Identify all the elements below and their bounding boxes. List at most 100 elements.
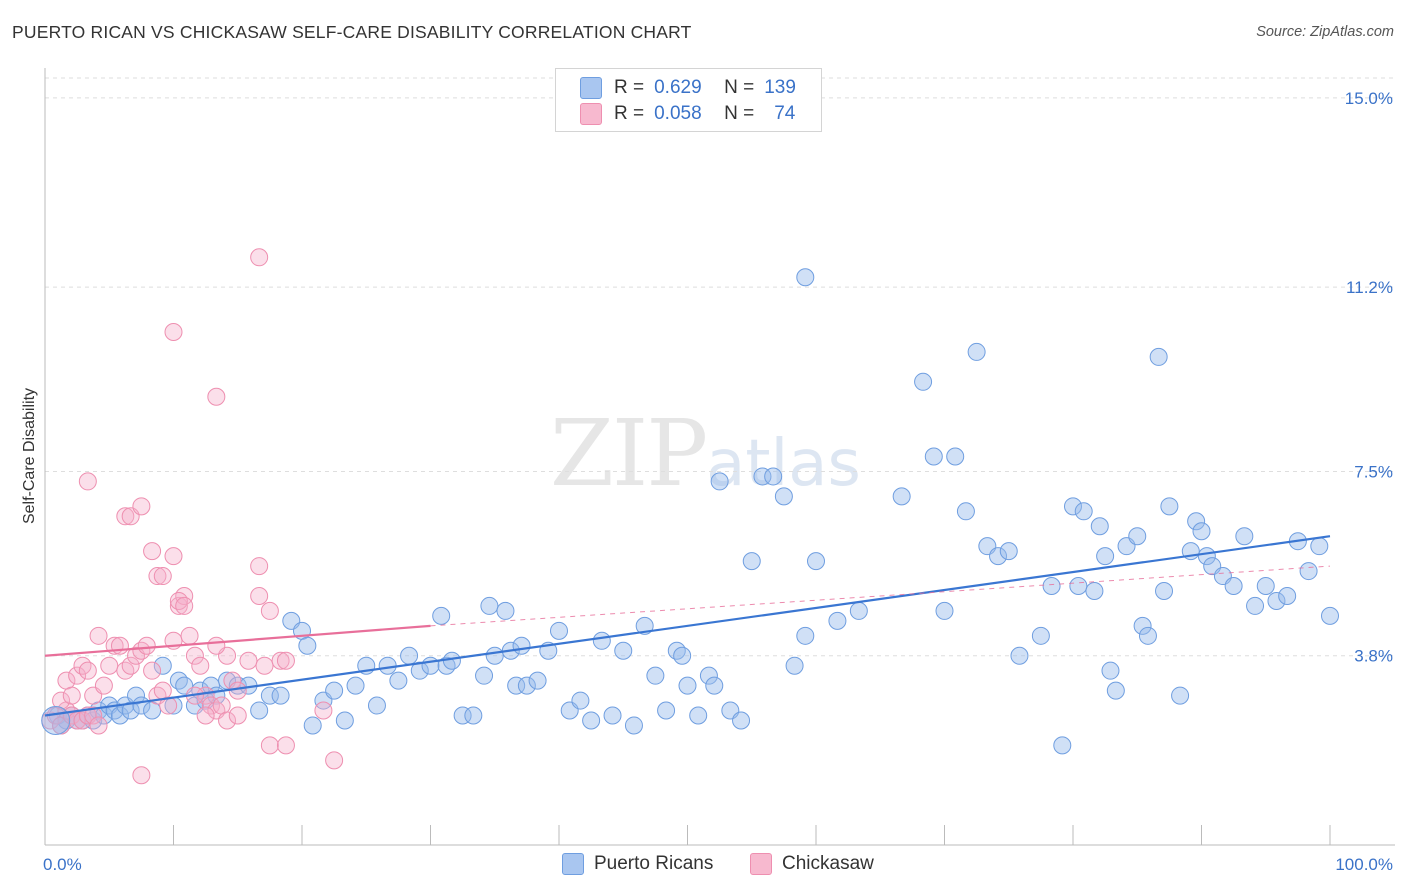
point-puerto-ricans <box>432 606 451 625</box>
point-puerto-ricans <box>678 676 697 695</box>
point-puerto-ricans <box>1235 527 1254 546</box>
point-puerto-ricans <box>1149 347 1168 366</box>
point-puerto-ricans <box>1246 596 1265 615</box>
point-puerto-ricans <box>1267 591 1286 610</box>
point-puerto-ricans <box>400 646 419 665</box>
point-chickasaw <box>73 656 92 675</box>
point-chickasaw <box>159 696 178 715</box>
point-puerto-ricans <box>1133 616 1152 635</box>
point-puerto-ricans <box>153 656 172 675</box>
point-puerto-ricans <box>1310 537 1329 556</box>
point-chickasaw <box>169 596 188 615</box>
point-puerto-ricans <box>110 706 129 725</box>
point-chickasaw <box>260 736 279 755</box>
point-chickasaw <box>132 641 151 660</box>
point-puerto-ricans <box>807 552 825 571</box>
point-puerto-ricans <box>1224 577 1243 596</box>
point-chickasaw <box>169 591 188 610</box>
point-puerto-ricans <box>453 706 472 725</box>
point-chickasaw <box>228 706 247 725</box>
point-puerto-ricans <box>335 711 354 730</box>
point-puerto-ricans <box>475 666 494 685</box>
point-chickasaw <box>132 766 151 785</box>
point-puerto-ricans <box>1321 606 1339 625</box>
point-puerto-ricans <box>1090 517 1109 536</box>
point-puerto-ricans <box>437 656 456 675</box>
trendline-chickasaw-extended <box>430 565 1331 627</box>
point-chickasaw <box>164 323 183 342</box>
point-chickasaw <box>121 656 140 675</box>
point-puerto-ricans <box>496 601 515 620</box>
point-puerto-ricans <box>1160 497 1179 516</box>
bottom-legend-puerto-ricans: Puerto Ricans <box>562 851 713 877</box>
point-chickasaw <box>89 626 108 645</box>
point-puerto-ricans <box>1299 562 1318 581</box>
point-chickasaw <box>314 701 333 720</box>
point-puerto-ricans <box>528 671 547 690</box>
point-chickasaw <box>110 636 129 655</box>
point-puerto-ricans <box>271 686 290 705</box>
legend-r-value: 0.629 <box>654 77 702 98</box>
point-puerto-ricans <box>892 487 911 506</box>
point-puerto-ricans <box>84 711 103 730</box>
point-puerto-ricans <box>849 601 868 620</box>
point-chickasaw <box>78 472 97 491</box>
point-chickasaw <box>78 661 97 680</box>
point-chickasaw <box>62 686 81 705</box>
point-puerto-ricans <box>967 342 986 361</box>
point-chickasaw <box>276 736 295 755</box>
point-puerto-ricans <box>325 681 344 700</box>
point-puerto-ricans <box>673 646 692 665</box>
point-chickasaw <box>250 248 269 267</box>
point-chickasaw <box>116 507 135 526</box>
point-puerto-ricans <box>507 676 526 695</box>
point-puerto-ricans <box>1074 502 1093 521</box>
point-puerto-ricans <box>914 372 933 391</box>
point-puerto-ricans <box>753 467 772 486</box>
point-puerto-ricans <box>512 636 531 655</box>
point-puerto-ricans <box>127 686 146 705</box>
point-chickasaw <box>250 586 269 605</box>
point-puerto-ricans <box>1053 736 1072 755</box>
point-puerto-ricans <box>517 676 536 695</box>
point-puerto-ricans <box>705 676 724 695</box>
legend-n-value: 139 <box>764 77 796 98</box>
point-chickasaw <box>185 646 204 665</box>
point-puerto-ricans <box>260 686 279 705</box>
point-chickasaw <box>196 706 215 725</box>
point-puerto-ricans <box>1101 661 1120 680</box>
point-puerto-ricans <box>989 547 1008 566</box>
point-chickasaw <box>255 656 274 675</box>
point-puerto-ricans <box>378 656 397 675</box>
point-puerto-ricans <box>935 601 954 620</box>
point-puerto-ricans <box>689 706 708 725</box>
point-chickasaw <box>228 681 247 700</box>
legend-row-chickasaw: R = 0.058 N = 74 <box>580 101 795 127</box>
point-chickasaw <box>260 601 279 620</box>
point-puerto-ricans <box>1042 577 1061 596</box>
point-puerto-ricans <box>303 716 322 735</box>
point-chickasaw <box>276 651 295 670</box>
point-puerto-ricans <box>699 666 718 685</box>
legend-r-value: 0.058 <box>654 103 702 124</box>
point-chickasaw <box>52 691 71 710</box>
legend-r-label: R = <box>614 103 645 124</box>
point-puerto-ricans <box>742 552 761 571</box>
legend-n-label: N = <box>724 103 755 124</box>
point-puerto-ricans <box>785 656 804 675</box>
bottom-legend-label: Puerto Ricans <box>594 853 714 874</box>
point-chickasaw <box>325 751 344 770</box>
point-chickasaw <box>175 586 194 605</box>
point-puerto-ricans <box>667 641 686 660</box>
bottom-legend-chickasaw: Chickasaw <box>750 851 874 877</box>
correlation-legend: R = 0.629 N = 139 R = 0.058 N = 74 <box>555 68 822 132</box>
point-chickasaw <box>153 567 172 586</box>
point-chickasaw <box>143 661 162 680</box>
watermark-atlas: atlas <box>706 427 861 501</box>
point-puerto-ricans <box>1187 512 1206 531</box>
point-puerto-ricans <box>774 487 793 506</box>
y-tick-label: 11.2% <box>1346 278 1393 297</box>
point-puerto-ricans <box>1192 522 1211 541</box>
bottom-legend-label: Chickasaw <box>782 853 874 874</box>
